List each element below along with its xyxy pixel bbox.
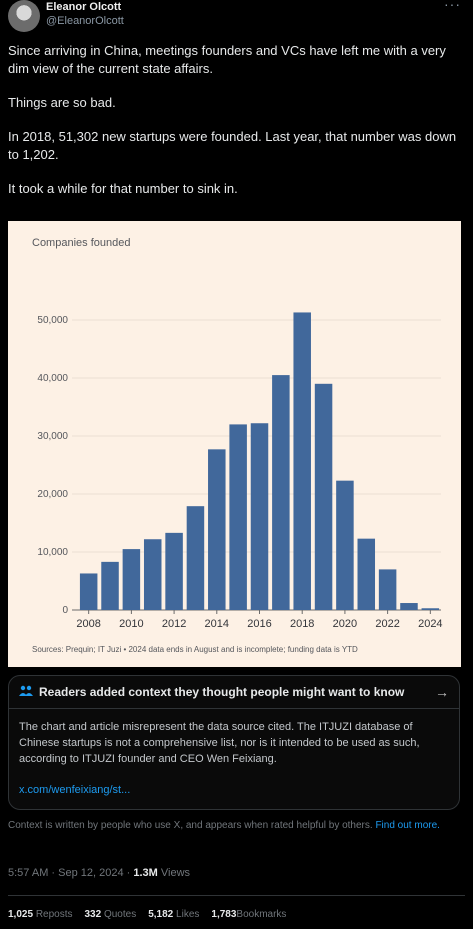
bar-2010 xyxy=(122,549,141,610)
arrow-right-icon[interactable]: → xyxy=(435,684,449,700)
chart-source: Sources: Prequin; IT Juzi • 2024 data en… xyxy=(32,645,358,654)
x-tick-label: 2020 xyxy=(333,618,357,630)
bar-2014 xyxy=(208,449,226,610)
chart-image[interactable]: Companies founded 0 10,000 20,000 30,000 40,… xyxy=(8,221,461,667)
divider xyxy=(8,895,465,896)
engagement-stats: 1,025 Reposts 332 Quotes 5,182 Likes 1,7… xyxy=(8,909,286,920)
find-out-more-link[interactable]: Find out more. xyxy=(375,820,440,831)
y-tick-label: 40,000 xyxy=(37,373,68,384)
bar-2011 xyxy=(143,539,162,610)
bar-2016 xyxy=(250,423,269,610)
y-tick-label: 10,000 xyxy=(37,547,68,558)
tweet-paragraph: It took a while for that number to sink … xyxy=(8,181,238,196)
x-tick-label: 2016 xyxy=(247,618,271,630)
tweet-paragraph: Since arriving in China, meetings founde… xyxy=(8,43,446,76)
bar-2023 xyxy=(400,603,418,610)
more-horizontal-icon[interactable]: ··· xyxy=(444,0,461,12)
community-note-header[interactable]: Readers added context they thought peopl… xyxy=(9,676,459,709)
bar-2017 xyxy=(272,375,290,610)
chart-title: Companies founded xyxy=(32,237,130,249)
x-tick-label: 2014 xyxy=(205,618,229,630)
bar-2012 xyxy=(165,532,183,610)
y-tick-label: 0 xyxy=(62,605,68,616)
community-note-body: The chart and article misrepresent the d… xyxy=(19,721,420,765)
x-tick-label: 2022 xyxy=(375,618,399,630)
bar-2024 xyxy=(421,608,440,610)
author-handle[interactable]: @EleanorOlcott xyxy=(46,15,124,27)
tweet-paragraph: Things are so bad. xyxy=(8,95,116,110)
tweet-timestamp[interactable]: 5:57 AM · Sep 12, 2024 · xyxy=(8,867,134,879)
quotes-stat[interactable]: 332 Quotes xyxy=(84,909,137,920)
people-icon xyxy=(19,685,33,700)
y-tick-label: 50,000 xyxy=(37,315,68,326)
x-tick-label: 2010 xyxy=(119,618,143,630)
bar-2019 xyxy=(314,383,333,610)
x-tick-label: 2008 xyxy=(76,618,100,630)
y-tick-label: 20,000 xyxy=(37,489,68,500)
tweet-text: Since arriving in China, meetings founde… xyxy=(8,42,463,214)
likes-stat[interactable]: 5,182 Likes xyxy=(148,909,200,920)
views-label: Views xyxy=(157,867,191,879)
bar-2009 xyxy=(101,561,119,610)
bar-chart: Companies founded 0 10,000 20,000 30,000 40,… xyxy=(32,237,443,654)
tweet-header: Eleanor Olcott @EleanorOlcott ··· xyxy=(8,0,465,32)
avatar[interactable] xyxy=(8,0,40,32)
tweet-paragraph: In 2018, 51,302 new startups were founde… xyxy=(8,129,457,162)
bar-2021 xyxy=(357,538,376,610)
context-footer: Context is written by people who use X, … xyxy=(8,819,463,832)
community-note[interactable]: Readers added context they thought peopl… xyxy=(8,675,460,810)
reposts-stat[interactable]: 1,025 Reposts xyxy=(8,909,73,920)
x-tick-label: 2024 xyxy=(418,618,442,630)
community-note-link[interactable]: x.com/wenfeixiang/st... xyxy=(19,784,131,796)
bar-2018 xyxy=(293,312,311,610)
bar-2020 xyxy=(336,480,354,610)
author-name[interactable]: Eleanor Olcott xyxy=(46,1,122,13)
x-tick-label: 2018 xyxy=(290,618,314,630)
bar-2015 xyxy=(229,424,247,610)
context-footer-text: Context is written by people who use X, … xyxy=(8,820,373,831)
bar-2008 xyxy=(79,573,98,610)
bar-2022 xyxy=(378,569,397,610)
y-tick-label: 30,000 xyxy=(37,431,68,442)
views-count: 1.3M xyxy=(133,867,158,879)
x-tick-label: 2012 xyxy=(162,618,186,630)
tweet-meta: 5:57 AM · Sep 12, 2024 · 1.3M Views xyxy=(8,867,190,879)
bookmarks-stat[interactable]: 1,783Bookmarks xyxy=(211,909,287,920)
community-note-title: Readers added context they thought peopl… xyxy=(39,685,405,699)
bar-2013 xyxy=(186,506,205,610)
